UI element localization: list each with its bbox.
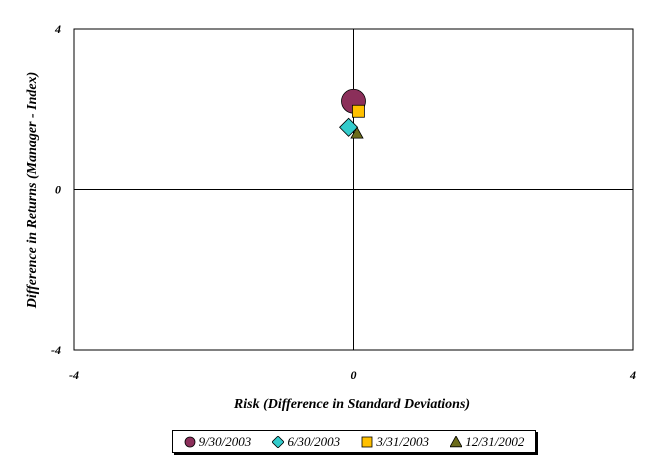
x-tick-label: 0 [351,368,357,382]
legend-item: 3/31/2003 [361,434,429,450]
legend-item: 12/31/2002 [450,434,524,450]
x-axis-title: Risk (Difference in Standard Deviations) [233,397,470,412]
y-tick-label: 0 [55,183,61,197]
data-point [351,104,365,118]
y-tick-label: 4 [54,22,61,36]
y-tick-label: -4 [51,343,61,357]
x-tick-label: -4 [69,368,79,382]
legend-item: 9/30/2003 [184,433,252,450]
circle-marker-icon [184,436,195,447]
y-axis-title: Difference in Returns (Manager - Index) [25,72,40,310]
legend-item: 6/30/2003 [272,434,340,450]
legend: 9/30/2003 6/30/2003 3/31/2003 12/31/2002 [172,430,536,453]
diamond-marker-icon [272,435,285,448]
data-point [350,126,364,139]
legend-label: 3/31/2003 [376,433,430,449]
square-marker-icon [361,436,373,447]
triangle-marker-icon [450,435,463,447]
x-tick-label: 4 [629,368,636,382]
data-point [339,117,359,137]
legend-label: 12/31/2002 [465,433,525,449]
legend-label: 6/30/2003 [287,433,341,449]
legend-label: 9/30/2003 [198,433,252,449]
